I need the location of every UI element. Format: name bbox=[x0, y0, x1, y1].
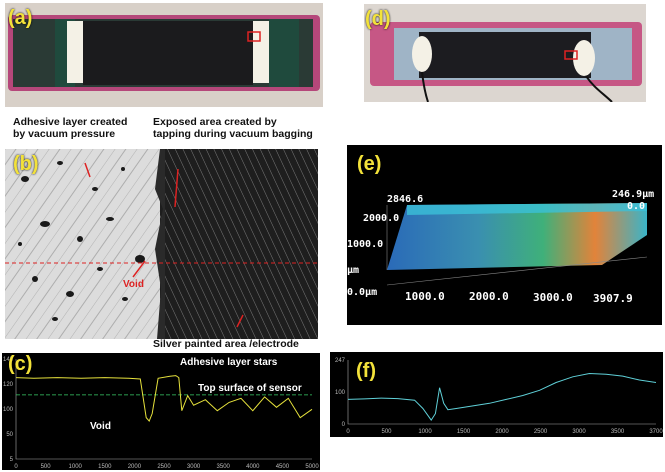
x-tick-label: 1000 bbox=[418, 429, 432, 435]
annotation-void-b: Void bbox=[123, 279, 144, 290]
z-top-left: 2846.6 bbox=[387, 194, 424, 205]
y-tick-label: 5 bbox=[10, 457, 14, 463]
x-label-3000: 3000.0 bbox=[533, 291, 573, 304]
micrograph-b bbox=[5, 149, 318, 339]
surface-3d-e bbox=[386, 203, 648, 286]
x-tick-label: 0 bbox=[14, 464, 18, 470]
x-tick-label: 3000 bbox=[572, 429, 586, 435]
x-tick-label: 3500 bbox=[611, 429, 625, 435]
panel-e-surface: (e) 2846.6 246.9µm 0.0 2000.0 1000.0 µm … bbox=[347, 145, 662, 325]
x-tick-label: 4000 bbox=[246, 464, 260, 470]
y-tick-label: 247 bbox=[335, 358, 346, 364]
y-tick-label: 100 bbox=[335, 390, 346, 396]
panel-c-label: (c) bbox=[8, 353, 33, 375]
panel-e-label: (e) bbox=[357, 153, 382, 175]
panel-c-chart: 0 500 1000 1500 2000 2500 3000 3500 4000 4500 5000… bbox=[2, 353, 320, 470]
arrow-adhesive-layer bbox=[84, 162, 91, 178]
panel-d-label: (d) bbox=[365, 8, 391, 30]
x-tick-label: 2000 bbox=[128, 464, 142, 470]
y-tick-label: 50 bbox=[6, 432, 13, 438]
x-label-2000: 2000.0 bbox=[469, 290, 509, 303]
z-label-2000: 2000.0 bbox=[363, 213, 400, 224]
panel-a-photo: (a) bbox=[5, 3, 323, 107]
chart-axes bbox=[347, 360, 656, 425]
annotation-void-c: Void bbox=[90, 421, 111, 432]
panel-b-micrograph: (b) Void bbox=[5, 149, 318, 339]
x-tick-label: 0 bbox=[346, 429, 350, 435]
z-label-1000: 1000.0 bbox=[347, 239, 384, 250]
profile-series-line bbox=[347, 372, 657, 421]
y-tick-label: 145 bbox=[3, 357, 14, 363]
y-tick-label: 120 bbox=[3, 382, 14, 388]
x-label-1000: 1000.0 bbox=[405, 290, 445, 303]
annotation-adhesive-starts: Adhesive layer stars bbox=[180, 357, 278, 368]
specimen-photo-d bbox=[364, 4, 646, 102]
arrow-exposed-area bbox=[174, 168, 179, 208]
x-tick-label: 1500 bbox=[98, 464, 112, 470]
x-tick-label: 4500 bbox=[276, 464, 290, 470]
arrow-silver-area bbox=[236, 314, 244, 328]
panel-f-chart: 0 500 1000 1500 2000 2500 3000 3500 3700 247 100 0 … bbox=[330, 352, 663, 437]
x-tick-label: 2500 bbox=[534, 429, 548, 435]
z-label-unit: µm bbox=[347, 265, 360, 276]
x-tick-label: 1500 bbox=[457, 429, 471, 435]
annotation-silver-area: Silver painted area /electrode bbox=[153, 338, 299, 350]
x-tick-label: 5000 bbox=[305, 464, 319, 470]
x-tick-label: 3000 bbox=[187, 464, 201, 470]
x-tick-label: 1000 bbox=[69, 464, 83, 470]
z-top-right: 246.9µm bbox=[612, 189, 655, 200]
x-tick-label: 500 bbox=[41, 464, 52, 470]
panel-b-label: (b) bbox=[13, 153, 39, 175]
x-tick-label: 2000 bbox=[495, 429, 509, 435]
profile-series-line bbox=[15, 375, 313, 423]
x-tick-label: 3500 bbox=[217, 464, 231, 470]
y-tick-label: 0 bbox=[342, 422, 346, 428]
annotation-top-surface: Top surface of sensor bbox=[198, 383, 302, 394]
x-tick-label: 2500 bbox=[157, 464, 171, 470]
panel-f-label: (f) bbox=[356, 360, 376, 382]
roi-marker-a bbox=[247, 31, 261, 42]
roi-marker-d bbox=[564, 50, 578, 60]
y-tick-label: 100 bbox=[3, 407, 14, 413]
z-zero-right: 0.0 bbox=[627, 201, 646, 212]
panel-d-photo: (d) bbox=[364, 4, 646, 102]
arrow-void bbox=[132, 260, 146, 278]
profile-chart-c: 0 500 1000 1500 2000 2500 3000 3500 4000 4500 5000… bbox=[3, 357, 319, 470]
annotation-exposed-area: Exposed area created by tapping during v… bbox=[153, 116, 313, 140]
x-label-3907: 3907.9 bbox=[593, 292, 633, 305]
z-label-zero: 0.0µm bbox=[347, 287, 378, 298]
chart-axes bbox=[15, 359, 312, 460]
annotation-adhesive-layer: Adhesive layer created by vacuum pressur… bbox=[13, 116, 128, 140]
panel-a-label: (a) bbox=[8, 7, 33, 29]
specimen-photo-a bbox=[5, 3, 323, 107]
x-tick-label: 500 bbox=[381, 429, 392, 435]
x-tick-label: 3700 bbox=[649, 429, 663, 435]
